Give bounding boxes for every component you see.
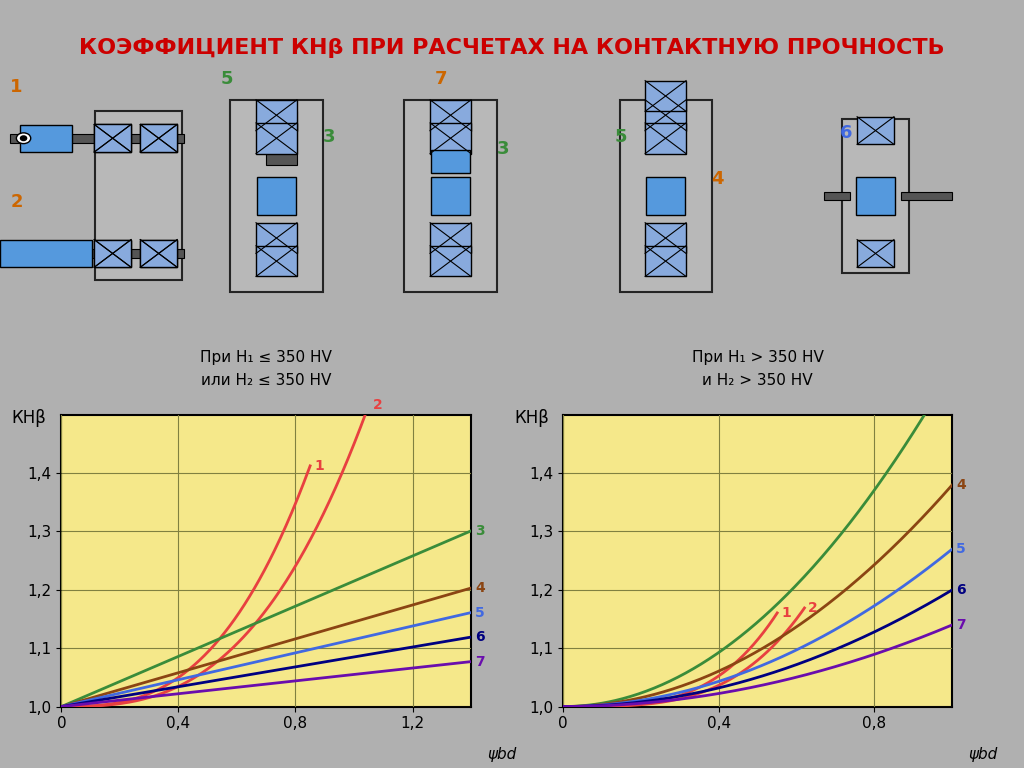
Text: 3: 3 bbox=[497, 140, 509, 157]
Text: При H₁ > 350 HV: При H₁ > 350 HV bbox=[692, 349, 823, 365]
Bar bbox=[404, 100, 497, 292]
Text: 1: 1 bbox=[781, 606, 791, 620]
Text: 6: 6 bbox=[840, 124, 852, 142]
Bar bbox=[824, 192, 850, 200]
Bar bbox=[856, 177, 895, 215]
Text: 5: 5 bbox=[220, 71, 232, 88]
Text: 6: 6 bbox=[956, 583, 966, 597]
Bar bbox=[256, 246, 297, 276]
Bar bbox=[620, 100, 712, 292]
Bar bbox=[857, 117, 894, 144]
Text: ψbd: ψbd bbox=[968, 747, 997, 763]
Bar bbox=[140, 240, 177, 267]
Circle shape bbox=[20, 136, 27, 141]
Circle shape bbox=[16, 133, 31, 144]
Text: 3: 3 bbox=[475, 524, 484, 538]
Bar bbox=[843, 119, 909, 273]
Text: 5: 5 bbox=[614, 128, 627, 146]
Text: 5: 5 bbox=[956, 542, 966, 556]
Text: 1: 1 bbox=[10, 78, 23, 96]
Bar bbox=[645, 123, 686, 154]
Bar bbox=[430, 123, 471, 154]
Text: 6: 6 bbox=[475, 630, 484, 644]
Bar bbox=[10, 249, 184, 258]
Y-axis label: КHβ: КHβ bbox=[11, 409, 46, 427]
Bar bbox=[645, 223, 686, 253]
Bar bbox=[430, 246, 471, 276]
Bar bbox=[256, 100, 297, 131]
Text: 4: 4 bbox=[712, 170, 724, 188]
Bar bbox=[20, 124, 72, 152]
Text: 7: 7 bbox=[435, 71, 447, 88]
Text: 7: 7 bbox=[475, 654, 484, 669]
Bar bbox=[430, 223, 471, 253]
Bar bbox=[430, 100, 471, 131]
Bar bbox=[645, 100, 686, 131]
Bar bbox=[94, 124, 131, 152]
Text: 4: 4 bbox=[956, 478, 966, 492]
Bar bbox=[257, 177, 296, 215]
Text: 5: 5 bbox=[475, 606, 485, 620]
Bar bbox=[431, 177, 470, 215]
Bar bbox=[0, 240, 92, 267]
Bar bbox=[140, 124, 177, 152]
Bar bbox=[10, 134, 184, 143]
Bar bbox=[256, 123, 297, 154]
Text: и H₂ > 350 HV: и H₂ > 350 HV bbox=[702, 372, 813, 388]
Text: 3: 3 bbox=[323, 128, 335, 146]
Bar bbox=[94, 240, 131, 267]
Bar bbox=[645, 81, 686, 111]
Bar bbox=[646, 177, 685, 215]
Bar bbox=[645, 246, 686, 276]
Text: 2: 2 bbox=[373, 399, 383, 412]
Text: 2: 2 bbox=[808, 601, 818, 615]
Text: При H₁ ≤ 350 HV: При H₁ ≤ 350 HV bbox=[201, 349, 332, 365]
Bar bbox=[901, 192, 952, 200]
Text: 4: 4 bbox=[475, 581, 485, 595]
Bar bbox=[431, 150, 470, 173]
Text: 1: 1 bbox=[314, 458, 324, 473]
Bar bbox=[256, 223, 297, 253]
Text: ψbd: ψbd bbox=[487, 747, 517, 763]
Text: 2: 2 bbox=[10, 194, 23, 211]
Bar bbox=[857, 240, 894, 267]
Bar bbox=[230, 100, 323, 292]
Bar bbox=[266, 111, 297, 165]
Bar bbox=[94, 240, 131, 267]
Text: КОЭФФИЦИЕНТ КHβ ПРИ РАСЧЕТАХ НА КОНТАКТНУЮ ПРОЧНОСТЬ: КОЭФФИЦИЕНТ КHβ ПРИ РАСЧЕТАХ НА КОНТАКТН… bbox=[79, 38, 945, 58]
Text: 7: 7 bbox=[956, 617, 966, 632]
Bar bbox=[95, 111, 182, 280]
Bar bbox=[140, 124, 177, 152]
Y-axis label: КHβ: КHβ bbox=[515, 409, 550, 427]
Text: или H₂ ≤ 350 HV: или H₂ ≤ 350 HV bbox=[201, 372, 332, 388]
Bar bbox=[94, 124, 131, 152]
Bar bbox=[140, 240, 177, 267]
